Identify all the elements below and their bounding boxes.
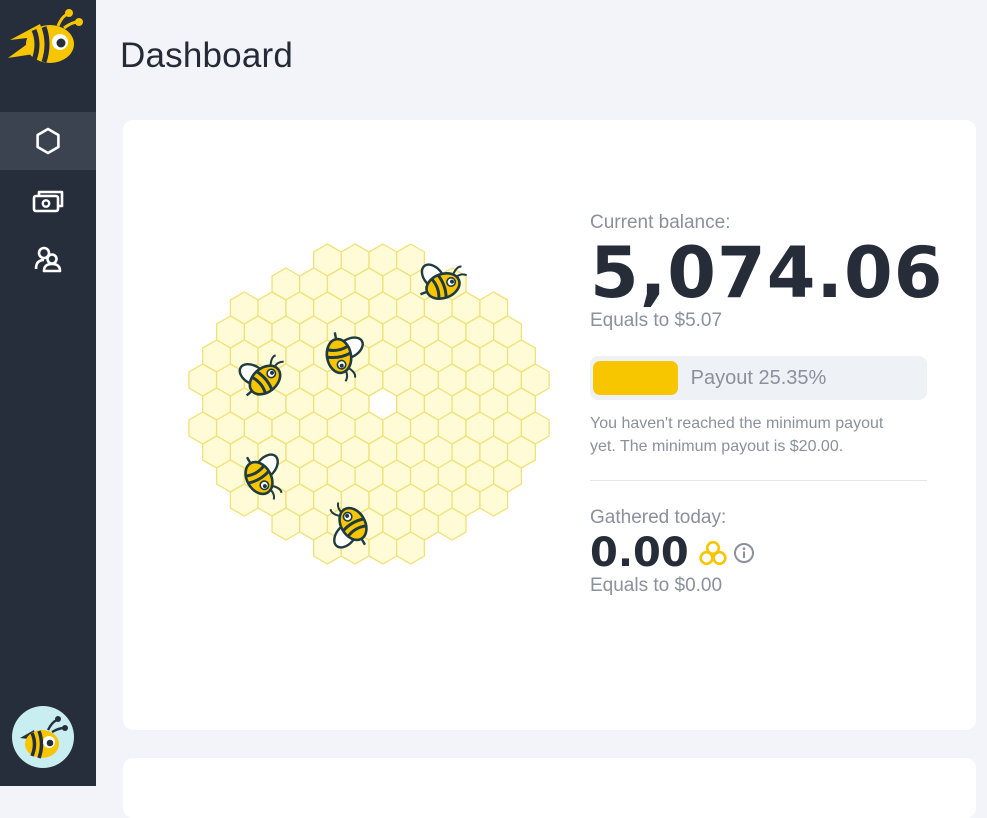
payout-progress-bar: Payout 25.35% [590, 356, 927, 400]
payout-progress-label: Payout 25.35% [690, 367, 827, 389]
page-title: Dashboard [120, 36, 294, 75]
hexagon-icon [36, 127, 60, 155]
bee-icon [244, 453, 283, 500]
sidebar-item-dashboard[interactable] [0, 112, 96, 170]
honeycomb-cell [479, 483, 509, 517]
bees [238, 263, 468, 549]
bee-icon [329, 502, 368, 549]
balance-value: 5,074.06 [590, 232, 944, 314]
balance-card: Current balance: 5,074.06 Equals to $5.0… [123, 120, 976, 730]
cash-icon [32, 190, 64, 213]
bee-icon [420, 263, 468, 300]
balance-stats: Current balance: 5,074.06 Equals to $5.0… [590, 212, 942, 597]
gathered-value: 0.00 [590, 530, 689, 576]
info-icon[interactable] [733, 542, 755, 564]
honeycomb-cells [188, 243, 550, 565]
gathered-label: Gathered today: [590, 507, 727, 528]
secondary-card [123, 758, 976, 818]
bee-logo-icon[interactable] [0, 0, 96, 110]
gathered-equals: Equals to $0.00 [590, 575, 723, 596]
honeycomb-coins-icon [699, 540, 727, 566]
sidebar-item-wallet[interactable] [0, 172, 96, 230]
honeycomb-illustration [188, 243, 550, 565]
divider [590, 480, 927, 481]
honeycomb-cell [437, 507, 467, 541]
payout-progress-fill [593, 361, 678, 395]
payout-note: You haven't reached the minimum payout y… [590, 415, 884, 455]
balance-equals: Equals to $5.07 [590, 310, 723, 331]
bee-avatar-icon[interactable] [12, 706, 74, 768]
bee-icon [325, 332, 364, 382]
sidebar-item-referrals[interactable] [0, 230, 96, 288]
balance-row: 5,074.06 [590, 236, 942, 310]
gathered-row: 0.00 [590, 531, 930, 575]
honeycomb-cell [396, 531, 426, 565]
balance-label: Current balance: [590, 212, 731, 233]
sidebar [0, 0, 96, 786]
bee-icon [238, 354, 284, 397]
users-icon [34, 246, 62, 273]
